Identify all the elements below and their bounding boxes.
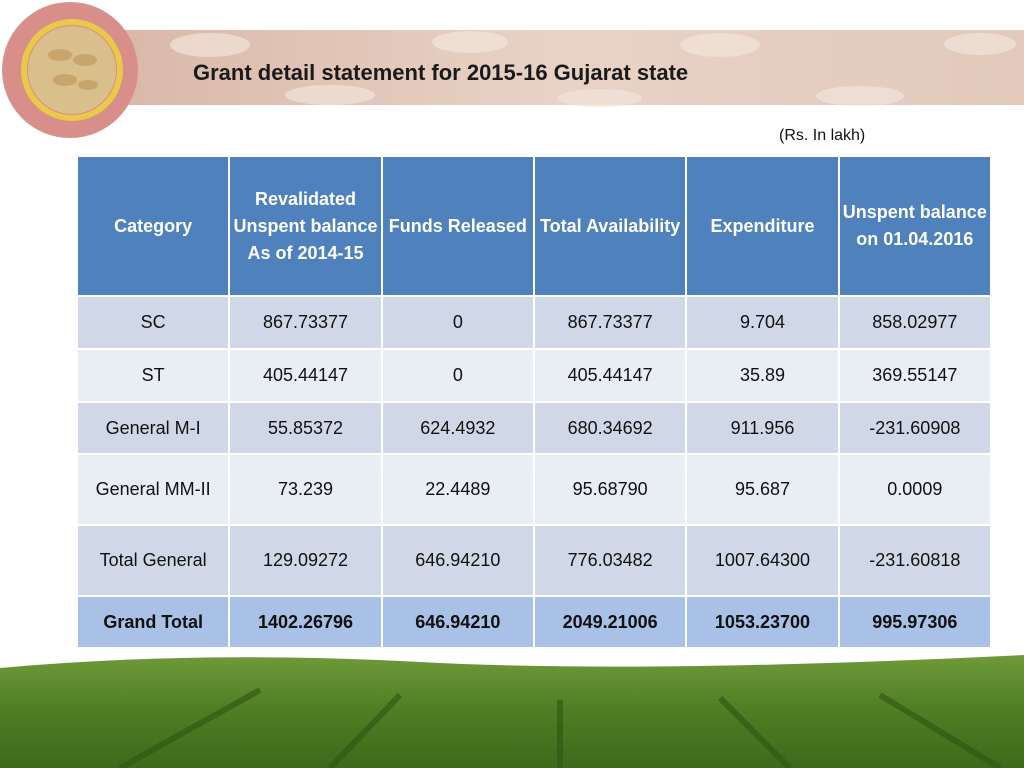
row-label: General M-I <box>78 403 229 453</box>
cell: 9.704 <box>687 297 838 348</box>
grant-table: Category Revalidated Unspent balance As o… <box>76 155 992 649</box>
cell: 95.687 <box>687 455 838 524</box>
row-label: Total General <box>78 526 229 595</box>
cell: 858.02977 <box>839 297 990 348</box>
cell: -231.60818 <box>839 526 990 595</box>
cell: 646.94210 <box>382 526 533 595</box>
table-row: General MM-II 73.239 22.4489 95.68790 95.687… <box>78 455 990 524</box>
column-header: Category <box>78 157 229 295</box>
cell: 2049.21006 <box>534 597 686 647</box>
header-row: Category Revalidated Unspent balance As o… <box>78 157 990 295</box>
column-header: Funds Released <box>382 157 533 295</box>
table-row: Total General 129.09272 646.94210 776.03482… <box>78 526 990 595</box>
column-header: Total Availability <box>534 157 686 295</box>
cell: 867.73377 <box>230 297 381 348</box>
slide-title: Grant detail statement for 2015-16 Gujar… <box>193 60 689 85</box>
cell: 646.94210 <box>382 597 533 647</box>
cell: 35.89 <box>687 350 838 401</box>
field <box>0 655 1024 768</box>
cell: 1053.23700 <box>687 597 838 647</box>
cell: 405.44147 <box>534 350 686 401</box>
cell: 624.4932 <box>382 403 533 453</box>
table-row: ST 405.44147 0 405.44147 35.89 369.55147 <box>78 350 990 401</box>
cell: 405.44147 <box>230 350 381 401</box>
row-label: SC <box>78 297 229 348</box>
cell: 1007.64300 <box>687 526 838 595</box>
row-label: Grand Total <box>78 597 229 647</box>
cell: 995.97306 <box>839 597 990 647</box>
column-header: Expenditure <box>687 157 838 295</box>
column-header: Unspent balance on 01.04.2016 <box>839 157 990 295</box>
field-rows <box>118 687 1002 768</box>
cell: 0.0009 <box>839 455 990 524</box>
cell: 73.239 <box>230 455 381 524</box>
cell: 55.85372 <box>230 403 381 453</box>
logo-center <box>28 26 116 114</box>
cell: -231.60908 <box>839 403 990 453</box>
cell: 22.4489 <box>382 455 533 524</box>
cell: 1402.26796 <box>230 597 381 647</box>
table-row: Grand Total 1402.26796 646.94210 2049.21006… <box>78 597 990 647</box>
cell: 776.03482 <box>534 526 686 595</box>
cell: 680.34692 <box>534 403 686 453</box>
cell: 911.956 <box>687 403 838 453</box>
cell: 129.09272 <box>230 526 381 595</box>
cell: 0 <box>382 350 533 401</box>
cell: 0 <box>382 297 533 348</box>
logo-peanuts <box>48 49 98 90</box>
unit-note: (Rs. In lakh) <box>779 127 866 144</box>
cell: 369.55147 <box>839 350 990 401</box>
row-label: General MM-II <box>78 455 229 524</box>
table-row: General M-I 55.85372 624.4932 680.34692 911.… <box>78 403 990 453</box>
logo-ring <box>21 19 123 121</box>
table-row: SC 867.73377 0 867.73377 9.704 858.02977 <box>78 297 990 348</box>
row-label: ST <box>78 350 229 401</box>
column-header: Revalidated Unspent balance As of 2014-1… <box>230 157 381 295</box>
cell: 867.73377 <box>534 297 686 348</box>
peanut-texture <box>170 31 1016 107</box>
table-body: SC 867.73377 0 867.73377 9.704 858.02977 ST 405… <box>78 297 990 647</box>
cell: 95.68790 <box>534 455 686 524</box>
